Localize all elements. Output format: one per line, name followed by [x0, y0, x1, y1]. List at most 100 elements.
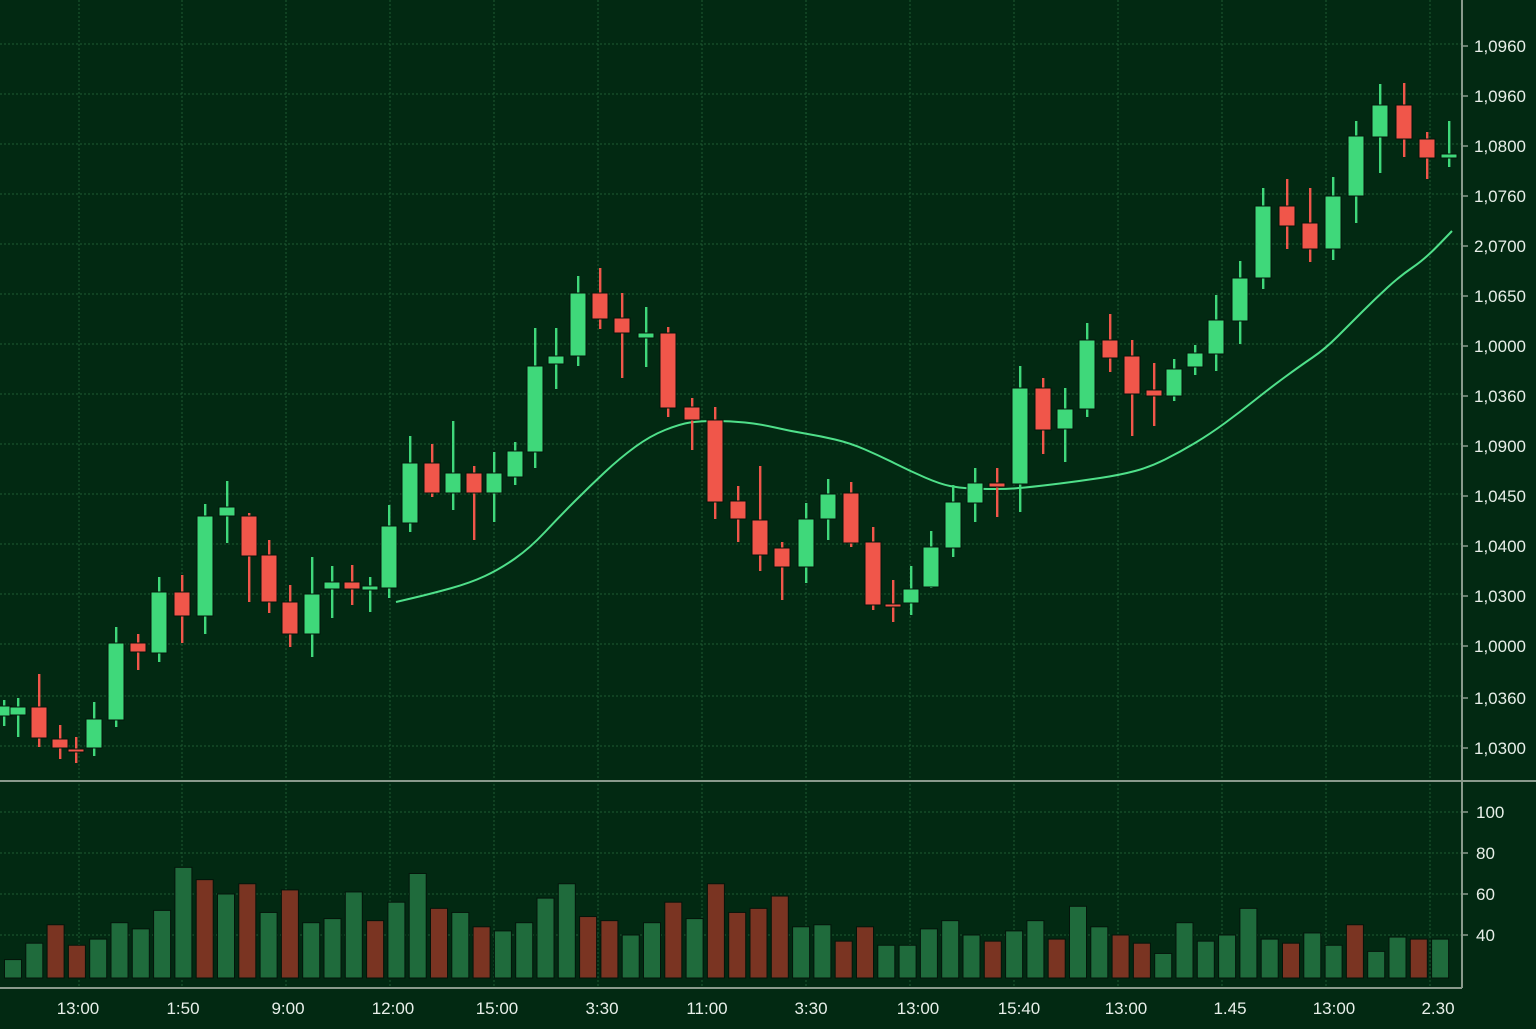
candle[interactable] [1078, 323, 1096, 417]
candle[interactable] [1207, 295, 1225, 371]
volume-bar[interactable] [685, 918, 704, 979]
volume-bar[interactable] [643, 922, 661, 979]
candle[interactable] [1034, 378, 1052, 454]
candle[interactable] [465, 466, 483, 540]
candle[interactable] [902, 566, 920, 615]
candle[interactable] [107, 627, 125, 727]
volume-bar[interactable] [1367, 950, 1386, 979]
candle[interactable] [683, 398, 701, 450]
volume-bar[interactable] [1175, 922, 1194, 979]
volume-bar[interactable] [195, 879, 214, 979]
candle[interactable] [547, 328, 565, 389]
candle[interactable] [526, 328, 544, 468]
candle[interactable] [485, 452, 503, 522]
volume-bar[interactable] [770, 895, 789, 979]
volume-bar[interactable] [25, 942, 44, 979]
volume-bar[interactable] [174, 866, 193, 979]
candle[interactable] [1371, 84, 1389, 173]
volume-bar[interactable] [67, 944, 86, 979]
volume-bar[interactable] [366, 920, 385, 979]
volume-bar[interactable] [856, 926, 874, 979]
candle[interactable] [85, 702, 103, 756]
candle[interactable] [1347, 121, 1365, 223]
candle[interactable] [323, 566, 341, 618]
volume-bar[interactable] [600, 920, 619, 979]
candle[interactable] [380, 505, 398, 598]
volume-bar[interactable] [1154, 952, 1173, 979]
candle[interactable] [1186, 345, 1204, 375]
candle[interactable] [569, 276, 587, 366]
volume-bar[interactable] [280, 889, 299, 979]
volume-bar[interactable] [4, 959, 22, 979]
volume-bar[interactable] [749, 907, 768, 979]
candle[interactable] [966, 468, 984, 522]
candle[interactable] [401, 436, 419, 532]
volume-bar[interactable] [536, 897, 555, 979]
volume-bar[interactable] [1345, 924, 1364, 979]
candle[interactable] [613, 293, 631, 378]
candle[interactable] [1254, 188, 1272, 289]
volume-bar[interactable] [1431, 938, 1450, 979]
volume-bar[interactable] [153, 909, 172, 979]
candle[interactable] [944, 485, 962, 557]
volume-bar[interactable] [1409, 938, 1428, 979]
volume-bar[interactable] [1111, 934, 1130, 979]
candle[interactable] [1123, 340, 1141, 436]
volume-bar[interactable] [664, 901, 683, 979]
volume-bar[interactable] [1005, 930, 1024, 979]
volume-bar[interactable] [813, 924, 832, 979]
candle[interactable] [773, 542, 791, 600]
candle[interactable] [1278, 179, 1296, 249]
volume-bar[interactable] [1324, 944, 1343, 979]
candle[interactable] [729, 486, 747, 542]
candle[interactable] [842, 482, 860, 547]
volume-bar[interactable] [962, 934, 981, 979]
candle[interactable] [591, 268, 609, 329]
volume-bar[interactable] [89, 938, 108, 979]
volume-bar[interactable] [1260, 938, 1279, 979]
candle[interactable] [659, 327, 677, 417]
volume-bar[interactable] [1090, 926, 1109, 979]
volume-bar[interactable] [621, 934, 640, 979]
candle[interactable] [303, 557, 321, 657]
volume-bar[interactable] [408, 873, 427, 979]
volume-bar[interactable] [493, 930, 512, 979]
volume-bar[interactable] [706, 883, 725, 979]
candle[interactable] [423, 444, 441, 497]
candle[interactable] [51, 725, 69, 759]
volume-bar[interactable] [941, 920, 960, 979]
volume-bar[interactable] [1132, 942, 1151, 979]
candle[interactable] [506, 442, 524, 485]
candle[interactable] [173, 575, 191, 643]
candle[interactable] [240, 513, 258, 602]
volume-bar[interactable] [323, 918, 342, 979]
volume-bar[interactable] [1069, 905, 1087, 979]
volume-bar[interactable] [515, 922, 534, 979]
volume-bar[interactable] [1282, 942, 1300, 979]
candle[interactable] [30, 674, 48, 747]
volume-bar[interactable] [451, 911, 470, 979]
candle[interactable] [706, 407, 724, 519]
candle[interactable] [864, 527, 882, 610]
volume-bar[interactable] [472, 926, 491, 979]
volume-bar[interactable] [1388, 936, 1407, 979]
volume-bar[interactable] [1239, 907, 1258, 979]
candle[interactable] [1165, 359, 1183, 401]
volume-bar[interactable] [387, 901, 406, 979]
candle[interactable] [361, 577, 379, 612]
volume-bar[interactable] [110, 922, 129, 979]
volume-bar[interactable] [1026, 920, 1045, 979]
candle[interactable] [1324, 177, 1342, 260]
volume-bar[interactable] [217, 893, 235, 979]
candle[interactable] [884, 580, 902, 622]
volume-bar[interactable] [1047, 938, 1066, 979]
volume-bar[interactable] [1218, 934, 1237, 979]
candle[interactable] [444, 421, 462, 510]
volume-bar[interactable] [344, 891, 363, 979]
candle[interactable] [637, 307, 655, 367]
volume-bar[interactable] [983, 940, 1002, 979]
candle[interactable] [1056, 388, 1074, 462]
candle[interactable] [1011, 366, 1029, 512]
volume-bar[interactable] [919, 928, 938, 979]
